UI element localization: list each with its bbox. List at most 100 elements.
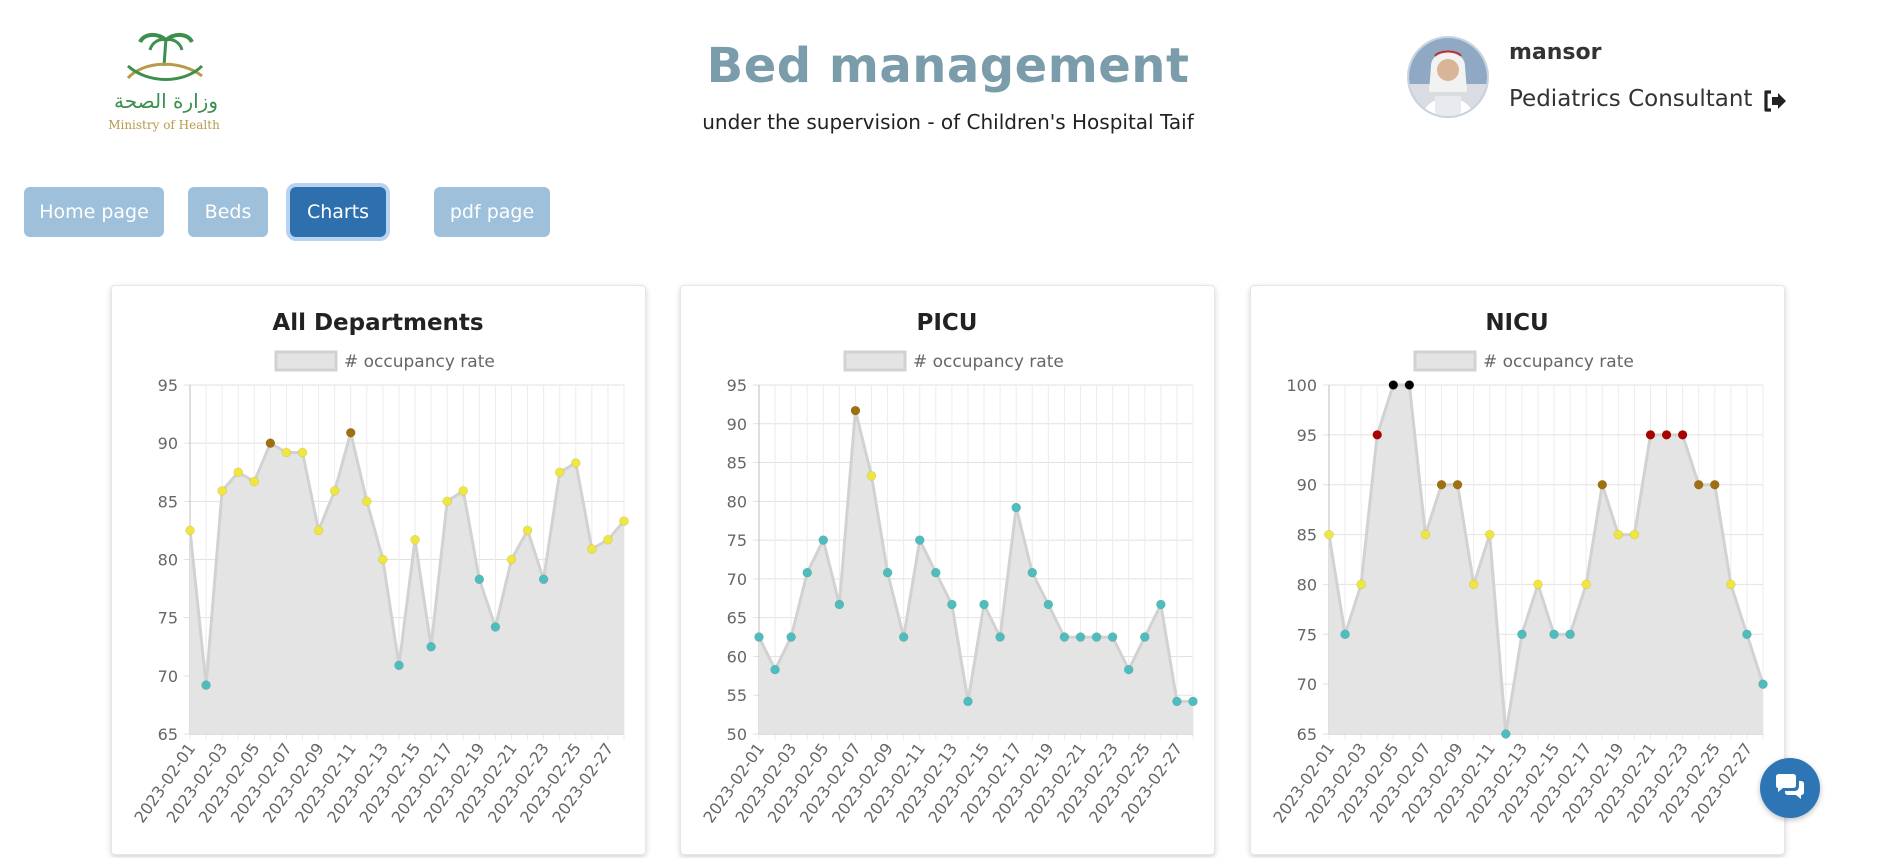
data-point[interactable]	[1324, 529, 1334, 540]
data-point[interactable]	[522, 525, 533, 536]
data-point[interactable]	[802, 567, 812, 578]
home-page-button[interactable]: Home page	[24, 187, 164, 237]
data-point[interactable]	[914, 535, 925, 545]
data-point[interactable]	[818, 535, 829, 545]
y-tick-label: 90	[727, 415, 747, 434]
data-point[interactable]	[1420, 529, 1431, 540]
data-point[interactable]	[995, 632, 1005, 642]
data-point[interactable]	[947, 599, 957, 610]
data-point[interactable]	[1565, 629, 1575, 640]
data-point[interactable]	[1027, 567, 1038, 578]
charts-button[interactable]: Charts	[290, 187, 386, 237]
y-tick-label: 95	[727, 376, 747, 395]
data-point[interactable]	[1372, 430, 1382, 440]
data-point[interactable]	[362, 496, 372, 507]
data-point[interactable]	[1340, 629, 1350, 640]
data-point[interactable]	[834, 599, 845, 610]
data-point[interactable]	[410, 534, 420, 545]
data-point[interactable]	[1693, 479, 1704, 490]
data-point[interactable]	[1404, 380, 1415, 390]
pdf-page-button[interactable]: pdf page	[434, 187, 550, 237]
data-point[interactable]	[963, 696, 973, 707]
data-point[interactable]	[345, 427, 356, 438]
beds-button[interactable]: Beds	[188, 187, 268, 237]
data-point[interactable]	[538, 574, 549, 585]
chat-button[interactable]	[1760, 758, 1820, 818]
data-point[interactable]	[1188, 696, 1198, 707]
data-point[interactable]	[1613, 529, 1624, 540]
data-point[interactable]	[1726, 579, 1736, 590]
data-point[interactable]	[1549, 629, 1559, 640]
data-point[interactable]	[1452, 479, 1463, 490]
legend-swatch[interactable]	[843, 350, 907, 372]
data-point[interactable]	[1011, 502, 1021, 513]
data-point[interactable]	[474, 574, 485, 585]
data-point[interactable]	[1123, 664, 1134, 675]
data-point[interactable]	[313, 525, 324, 536]
data-point[interactable]	[1645, 430, 1656, 440]
data-point[interactable]	[1043, 599, 1054, 610]
data-point[interactable]	[442, 496, 452, 507]
data-point[interactable]	[786, 632, 796, 642]
data-point[interactable]	[1758, 679, 1768, 689]
data-point[interactable]	[554, 467, 565, 477]
data-point[interactable]	[1140, 632, 1150, 642]
data-point[interactable]	[378, 554, 388, 565]
data-point[interactable]	[619, 516, 629, 526]
y-tick-label: 65	[158, 725, 178, 744]
data-point[interactable]	[506, 554, 517, 565]
sign-out-icon[interactable]	[1760, 86, 1790, 116]
legend-label[interactable]: # occupancy rate	[1483, 352, 1634, 372]
data-point[interactable]	[931, 567, 941, 578]
legend-label[interactable]: # occupancy rate	[344, 352, 495, 372]
data-point[interactable]	[249, 476, 260, 487]
data-point[interactable]	[394, 660, 404, 671]
data-point[interactable]	[1091, 632, 1102, 642]
data-point[interactable]	[281, 447, 292, 458]
data-point[interactable]	[297, 447, 308, 458]
data-point[interactable]	[490, 622, 501, 632]
data-point[interactable]	[979, 599, 989, 610]
data-point[interactable]	[1629, 529, 1640, 540]
data-point[interactable]	[571, 458, 581, 468]
legend-swatch[interactable]	[274, 350, 338, 372]
data-point[interactable]	[217, 486, 227, 496]
data-point[interactable]	[1710, 479, 1720, 490]
data-point[interactable]	[850, 405, 861, 416]
avatar[interactable]	[1407, 36, 1489, 118]
data-point[interactable]	[1172, 696, 1182, 707]
data-point[interactable]	[458, 486, 469, 496]
data-point[interactable]	[1436, 479, 1447, 490]
data-point[interactable]	[1156, 599, 1166, 610]
data-point[interactable]	[1059, 632, 1070, 642]
data-point[interactable]	[1107, 632, 1118, 642]
data-point[interactable]	[587, 544, 597, 554]
data-point[interactable]	[1517, 629, 1527, 640]
data-point[interactable]	[329, 486, 340, 496]
data-point[interactable]	[1581, 579, 1591, 590]
data-point[interactable]	[898, 632, 909, 642]
data-point[interactable]	[1484, 529, 1495, 540]
data-point[interactable]	[1677, 430, 1688, 440]
data-point[interactable]	[1742, 629, 1752, 640]
data-point[interactable]	[1388, 380, 1399, 390]
data-point[interactable]	[882, 567, 893, 578]
data-point[interactable]	[185, 525, 195, 536]
data-point[interactable]	[1597, 479, 1608, 490]
legend-label[interactable]: # occupancy rate	[913, 352, 1064, 372]
data-point[interactable]	[1661, 430, 1672, 440]
data-point[interactable]	[1356, 579, 1366, 590]
data-point[interactable]	[265, 438, 276, 448]
data-point[interactable]	[754, 632, 764, 642]
data-point[interactable]	[1468, 579, 1479, 590]
data-point[interactable]	[603, 534, 613, 545]
data-point[interactable]	[866, 470, 877, 481]
legend-swatch[interactable]	[1413, 350, 1477, 372]
data-point[interactable]	[426, 642, 436, 652]
data-point[interactable]	[1533, 579, 1543, 590]
data-point[interactable]	[233, 467, 243, 477]
data-point[interactable]	[1075, 632, 1086, 642]
data-point[interactable]	[201, 680, 211, 690]
data-point[interactable]	[1501, 729, 1511, 739]
data-point[interactable]	[770, 664, 780, 675]
